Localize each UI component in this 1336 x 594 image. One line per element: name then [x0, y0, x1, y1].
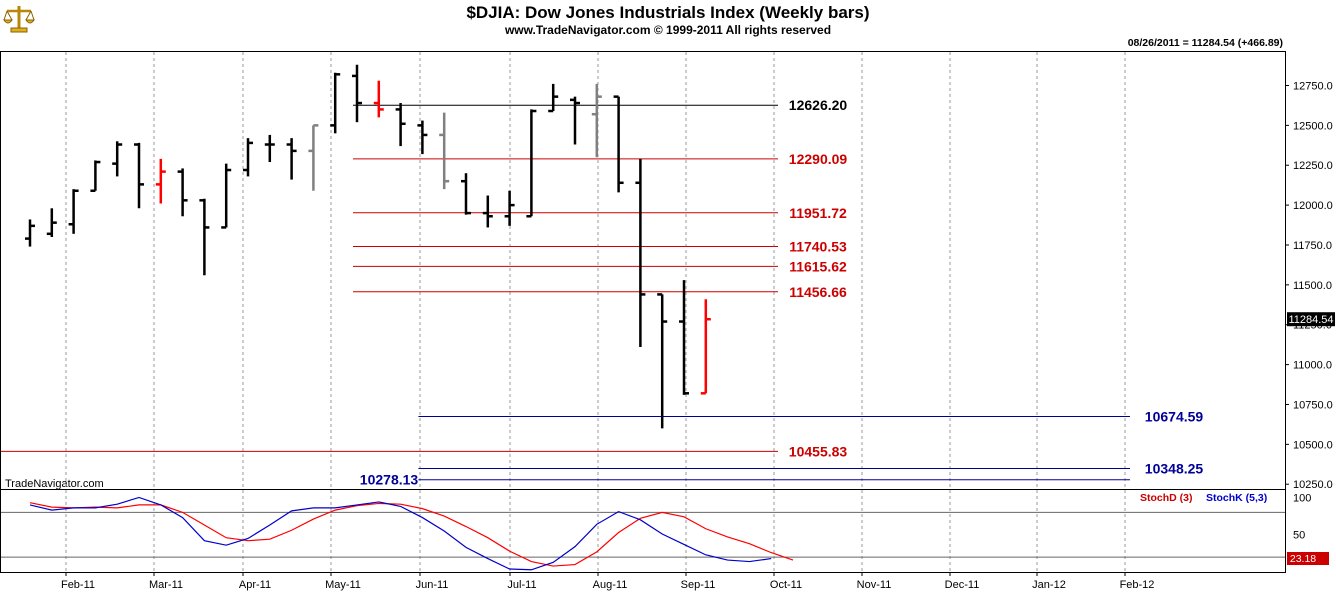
level-label: 12626.20: [789, 97, 848, 113]
ohlc-bar: [504, 190, 515, 226]
y-tick-label: 12500.0: [1293, 120, 1333, 132]
ohlc-bar: [264, 134, 275, 163]
stochastic-panel: 100 50: [1, 492, 1311, 571]
ohlc-bar: [199, 198, 210, 276]
y-tick-label: 11000.0: [1293, 360, 1332, 372]
ohlc-bar: [679, 280, 689, 395]
level-label: 11456.66: [789, 284, 847, 300]
level-label: 10455.83: [789, 443, 848, 459]
stochk-legend: StochK (5,3): [1206, 492, 1267, 504]
ohlc-bar: [352, 64, 362, 123]
ohlc-bar: [613, 95, 624, 193]
status-readout: 08/26/2011 = 11284.54 (+466.89): [1128, 37, 1283, 49]
ohlc-bar: [417, 120, 428, 155]
ohlc-bar: [548, 83, 559, 113]
grid-layer: [65, 52, 1126, 572]
x-tick-label: Jul-11: [507, 579, 536, 591]
ohlc-bar: [591, 83, 602, 158]
ohlc-bar: [243, 138, 253, 177]
ohlc-bar: [570, 96, 580, 145]
stoch-last-label: 23.18: [1290, 553, 1316, 565]
last-price-label: 11284.54: [1288, 314, 1333, 326]
ohlc-bar: [482, 195, 493, 228]
x-tick-label: Oct-11: [770, 579, 802, 591]
price-levels: 12626.20 12290.09 11951.72 11740.53 11615.62…: [1, 97, 1204, 488]
ohlc-bar: [46, 208, 57, 238]
ohlc-bar: [134, 142, 144, 209]
ohlc-bar: [68, 189, 79, 234]
ohlc-bar: [221, 163, 232, 229]
ohlc-bar: [155, 158, 166, 204]
x-tick-label: Jun-11: [416, 579, 449, 591]
y-tick-label: 10250.0: [1293, 479, 1333, 491]
level-label: 11951.72: [789, 205, 847, 221]
y-tick-label: 12000.0: [1293, 200, 1333, 212]
y-tick-label: 12750.0: [1293, 80, 1333, 92]
ohlc-bar: [700, 299, 711, 395]
ohlc-bar: [526, 109, 537, 218]
y-tick-label: 11750.0: [1293, 240, 1332, 252]
watermark-text: TradeNavigator.com: [5, 478, 104, 490]
stoch-y-label: 50: [1293, 530, 1305, 542]
ohlc-bar: [308, 124, 319, 191]
scales-logo-icon: [2, 2, 36, 34]
stochd-legend: StochD (3): [1140, 492, 1193, 504]
ohlc-bar: [395, 103, 406, 147]
ohlc-bar: [90, 160, 101, 193]
stoch-y-label: 100: [1293, 492, 1311, 504]
price-y-axis: 12750.0 12500.0 12250.0 12000.0 11750.0 11500…: [1285, 80, 1333, 491]
ohlc-bar: [330, 72, 341, 134]
level-label: 10348.25: [1145, 461, 1204, 477]
y-tick-label: 10500.0: [1293, 439, 1333, 451]
copyright-text: www.TradeNavigator.com © 1999-2011 All r…: [504, 23, 831, 37]
price-panel-frame: [0, 51, 1286, 490]
y-tick-label: 11500.0: [1293, 280, 1332, 292]
stoch-series-line: [29, 496, 772, 571]
x-tick-label: Apr-11: [239, 579, 271, 591]
x-tick-label: Nov-11: [857, 579, 892, 591]
level-label: 11615.62: [789, 258, 847, 274]
ohlc-bar: [25, 219, 35, 247]
x-tick-label: Aug-11: [593, 579, 628, 591]
ohlc-bar: [439, 112, 450, 190]
x-axis: Feb-11 Mar-11 Apr-11 May-11 Jun-11 Jul-11 Aug-…: [61, 572, 1154, 591]
x-tick-label: Jan-12: [1032, 579, 1066, 591]
x-tick-label: Mar-11: [149, 579, 183, 591]
price-bars: [25, 64, 711, 429]
x-tick-label: Feb-11: [61, 579, 95, 591]
level-label: 11740.53: [789, 238, 847, 254]
stoch-series-line: [29, 502, 794, 567]
ohlc-bar: [286, 138, 297, 180]
last-price-marker: 11284.54: [1287, 312, 1335, 327]
stoch-panel-frame: [0, 489, 1286, 573]
ohlc-bar: [373, 80, 384, 118]
x-tick-label: Sep-11: [681, 579, 716, 591]
x-tick-label: Dec-11: [945, 579, 980, 591]
level-label: 10674.59: [1145, 408, 1204, 424]
chart-title: $DJIA: Dow Jones Industrials Index (Week…: [466, 3, 869, 22]
y-tick-label: 10750.0: [1293, 399, 1333, 411]
level-label: 10278.13: [360, 472, 419, 488]
ohlc-bar: [461, 173, 471, 215]
stoch-last-marker: 23.18: [1287, 552, 1329, 565]
x-tick-label: Feb-12: [1120, 579, 1155, 591]
x-tick-label: May-11: [325, 579, 361, 591]
ohlc-bar: [177, 168, 188, 217]
ohlc-bar: [635, 158, 646, 348]
level-label: 12290.09: [789, 151, 848, 167]
ohlc-bar: [112, 141, 123, 177]
ohlc-bar: [657, 293, 668, 429]
y-tick-label: 12250.0: [1293, 160, 1333, 172]
